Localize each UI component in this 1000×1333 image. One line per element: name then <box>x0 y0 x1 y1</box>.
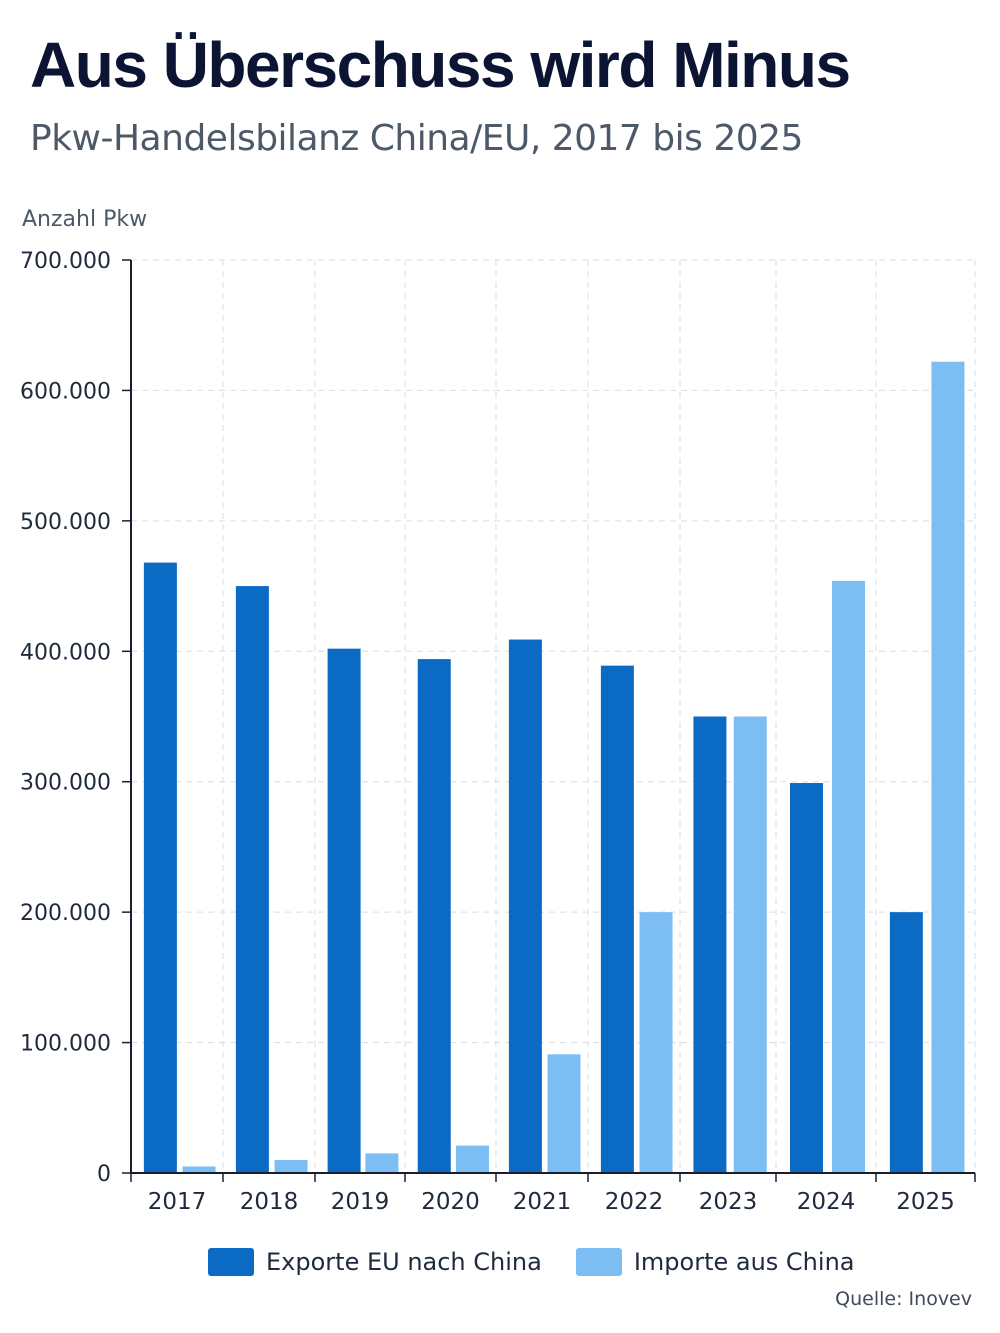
legend-item-exports: Exporte EU nach China <box>208 1248 542 1276</box>
bar-exports-2023 <box>693 716 727 1173</box>
bar-imports-2023 <box>733 716 767 1173</box>
x-tick-label: 2017 <box>148 1189 207 1215</box>
legend-swatch-exports <box>208 1248 254 1276</box>
y-tick-label: 600.000 <box>20 379 111 404</box>
bar-exports-2024 <box>790 783 823 1173</box>
grid-lines <box>131 259 976 1173</box>
y-tick-label: 0 <box>97 1162 111 1187</box>
bar-exports-2021 <box>508 639 542 1173</box>
legend-label-exports: Exporte EU nach China <box>266 1248 542 1276</box>
y-tick-label: 200.000 <box>20 901 111 926</box>
x-tick-label: 2022 <box>605 1189 664 1215</box>
bar-imports-2020 <box>455 1145 489 1173</box>
bar-exports-2018 <box>235 586 269 1173</box>
y-tick-label: 500.000 <box>20 510 111 535</box>
bar-exports-2017 <box>143 562 177 1173</box>
bar-exports-2020 <box>417 659 451 1173</box>
legend-swatch-imports <box>575 1248 622 1276</box>
bar-imports-2019 <box>365 1153 399 1173</box>
bars <box>143 361 965 1174</box>
bar-imports-2017 <box>182 1166 216 1173</box>
bar-imports-2022 <box>639 912 673 1173</box>
bar-imports-2021 <box>547 1054 581 1173</box>
y-axis-label: Anzahl Pkw <box>22 207 147 232</box>
legend-label-imports: Importe aus China <box>633 1248 855 1276</box>
source-note: Quelle: Inovev <box>835 1288 972 1310</box>
axes <box>122 259 976 1182</box>
x-tick-label: 2023 <box>699 1189 758 1215</box>
y-tick-label: 100.000 <box>20 1032 111 1057</box>
x-tick-label: 2024 <box>797 1189 856 1215</box>
x-tick-label: 2019 <box>331 1189 390 1215</box>
y-tick-label: 300.000 <box>20 771 111 796</box>
x-tick-label: 2025 <box>896 1189 955 1215</box>
x-tick-label: 2018 <box>240 1189 299 1215</box>
bar-exports-2025 <box>889 912 923 1173</box>
bar-exports-2019 <box>327 648 361 1173</box>
legend-item-imports: Importe aus China <box>575 1248 855 1276</box>
tick-labels: Anzahl Pkw 0 100.000 200.000 300.000 400.000 5… <box>20 207 955 1215</box>
bar-imports-2025 <box>931 361 965 1174</box>
x-tick-label: 2021 <box>513 1189 572 1215</box>
chart-subtitle: Pkw-Handelsbilanz China/EU, 2017 bis 202… <box>30 118 803 159</box>
bar-imports-2018 <box>274 1159 308 1173</box>
legend: Exporte EU nach China Importe aus China <box>208 1248 888 1276</box>
x-tick-label: 2020 <box>421 1189 480 1215</box>
bar-imports-2024 <box>832 580 865 1173</box>
bar-chart: Anzahl Pkw 0 100.000 200.000 300.000 400.000 5… <box>20 207 976 1215</box>
y-tick-label: 400.000 <box>20 640 111 665</box>
bar-exports-2022 <box>600 665 634 1173</box>
chart-title: Aus Überschuss wird Minus <box>30 29 851 101</box>
y-tick-label: 700.000 <box>20 249 111 274</box>
